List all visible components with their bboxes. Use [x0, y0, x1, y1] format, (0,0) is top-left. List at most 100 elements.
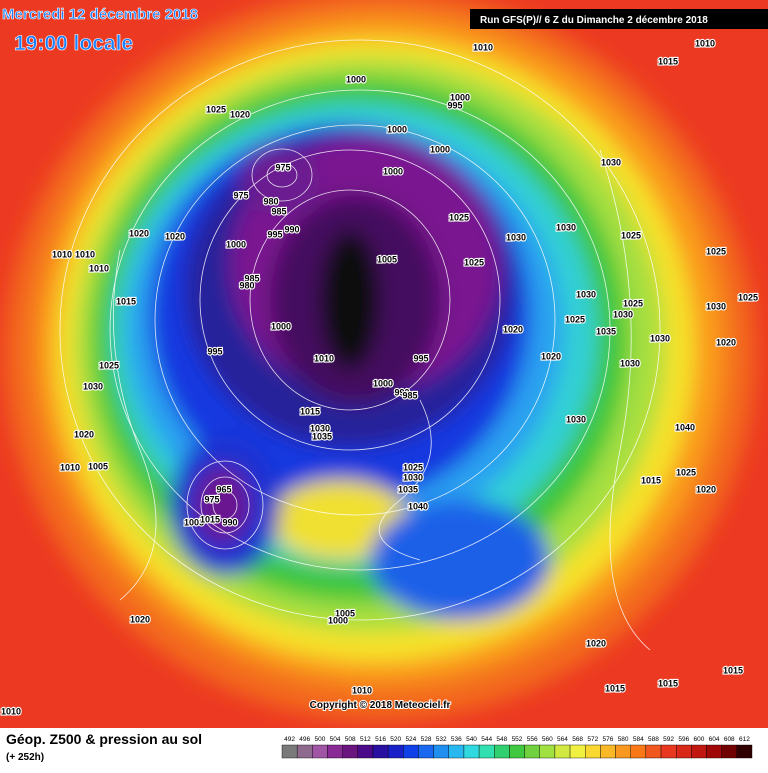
isobar-label: 1030	[556, 222, 576, 232]
isobar-label: 1030	[601, 157, 621, 167]
scale-label: 496	[299, 736, 310, 743]
isobar-label: 965	[216, 484, 231, 494]
isobar-label: 980	[239, 280, 254, 290]
scale-label: 516	[375, 736, 386, 743]
isobar-label: 1030	[613, 309, 633, 319]
isobar-label: 1020	[74, 429, 94, 439]
isobar-label: 995	[447, 100, 462, 110]
isobar-label: 975	[204, 494, 219, 504]
isobar-label: 1025	[99, 360, 119, 370]
isobar-label: 1010	[352, 685, 372, 695]
scale-swatch	[524, 744, 540, 759]
isobar-label: 1000	[271, 321, 291, 331]
isobar-label: 1025	[623, 298, 643, 308]
isobar-label: 1015	[200, 514, 220, 524]
scale-swatch	[554, 744, 571, 759]
isobar-label: 1005	[88, 461, 108, 471]
isobar-label: 1010	[89, 263, 109, 273]
scale-swatch	[509, 744, 525, 759]
isobar-label: 1000	[387, 124, 407, 134]
isobar-label: 1010	[60, 462, 80, 472]
isobar-label: 1035	[596, 326, 616, 336]
scale-swatch	[463, 744, 480, 759]
isobar-label: 1025	[738, 292, 758, 302]
scale-label: 540	[466, 736, 477, 743]
scale-label: 536	[451, 736, 462, 743]
isobar-label: 1000	[226, 239, 246, 249]
scale-swatch	[372, 744, 389, 759]
scale-label: 608	[724, 736, 735, 743]
isobar-label: 1015	[658, 678, 678, 688]
isobar-label: 1020	[165, 231, 185, 241]
isobar-label: 1020	[696, 484, 716, 494]
isobar-label: 1015	[658, 56, 678, 66]
scale-swatch	[736, 744, 753, 759]
isobar-label: 1020	[129, 228, 149, 238]
scale-swatch	[433, 744, 449, 759]
isobar-label: 1010	[473, 42, 493, 52]
isobar-label: 1010	[314, 353, 334, 363]
isobar-label: 1020	[716, 337, 736, 347]
scale-swatch	[387, 744, 404, 759]
isobar-label: 1020	[541, 351, 561, 361]
scale-label: 544	[481, 736, 492, 743]
isobar-label: 1020	[130, 614, 150, 624]
scale-label: 508	[345, 736, 356, 743]
scale-swatch	[312, 744, 328, 759]
isobar-label: 1030	[83, 381, 103, 391]
isobar-label: 1005	[377, 254, 397, 264]
scale-swatch	[327, 744, 343, 759]
scale-label: 492	[284, 736, 295, 743]
scale-swatch	[615, 744, 631, 759]
isobar-label: 985	[244, 273, 259, 283]
scale-label: 548	[496, 736, 507, 743]
scale-swatch	[645, 744, 662, 759]
isobar-label: 990	[394, 387, 409, 397]
isobar-label: 1010	[695, 38, 715, 48]
isobar-label: 1025	[621, 230, 641, 240]
isobar-label: 1020	[586, 638, 606, 648]
isobar-label: 1015	[300, 406, 320, 416]
scale-swatch	[403, 744, 419, 759]
isobar-label: 1030	[403, 472, 423, 482]
scale-label: 552	[512, 736, 523, 743]
scale-label: 520	[390, 736, 401, 743]
scale-swatch	[357, 744, 374, 759]
isobar-label: 1000	[328, 615, 348, 625]
isobar-label: 1030	[310, 423, 330, 433]
isobar-label: 1015	[116, 296, 136, 306]
scale-swatch	[721, 744, 738, 759]
isobar-label: 995	[207, 346, 222, 356]
scale-label: 504	[330, 736, 341, 743]
scale-label: 528	[421, 736, 432, 743]
isobar-label: 1015	[605, 683, 625, 693]
isobar-label: 1010	[52, 249, 72, 259]
scale-swatch	[569, 744, 586, 759]
scale-label: 568	[572, 736, 583, 743]
scale-swatch	[281, 744, 298, 759]
scale-swatch	[296, 744, 313, 759]
isobar-label: 1030	[706, 301, 726, 311]
scale-swatch	[675, 744, 692, 759]
isobar-label: 1035	[398, 484, 418, 494]
isobar-label: 1010	[1, 706, 21, 716]
isobar-label: 995	[413, 353, 428, 363]
isobar-label: 975	[275, 162, 290, 172]
run-box	[470, 9, 768, 29]
scale-label: 576	[603, 736, 614, 743]
isobar-label: 980	[263, 196, 278, 206]
isobar-label: 1025	[706, 246, 726, 256]
isobar-label: 1025	[449, 212, 469, 222]
scale-swatch	[585, 744, 601, 759]
isobar-label: 1000	[373, 378, 393, 388]
run-info: Run GFS(P)// 6 Z du Dimanche 2 décembre …	[480, 15, 708, 26]
isobar-label: 1000	[346, 74, 366, 84]
scale-label: 524	[405, 736, 416, 743]
scale-label: 604	[709, 736, 720, 743]
isobar-label: 1020	[230, 109, 250, 119]
isobar-label: 1015	[641, 475, 661, 485]
scale-swatch	[630, 744, 647, 759]
isobar-label: 1025	[565, 314, 585, 324]
